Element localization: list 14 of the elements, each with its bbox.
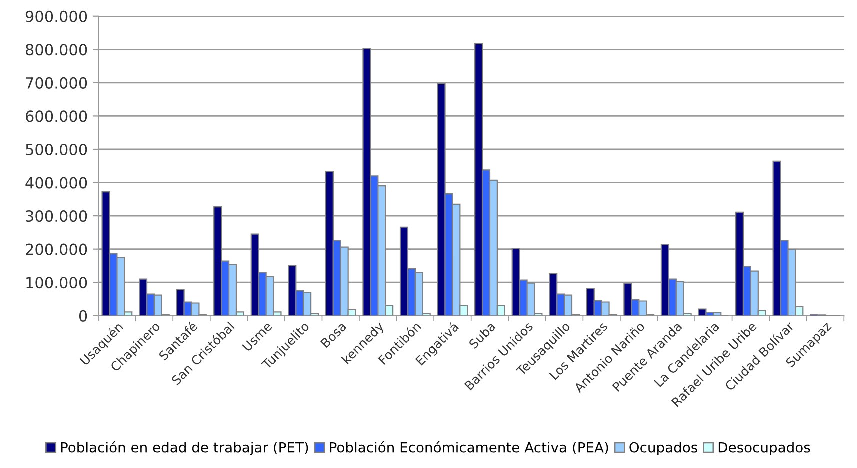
- y-tick-label: 0: [79, 310, 88, 322]
- y-tick-label: 700.000: [26, 77, 88, 89]
- y-tick-label: 200.000: [26, 244, 88, 256]
- legend-label: Población en edad de trabajar (PET): [61, 442, 308, 456]
- legend-label: Ocupados: [630, 442, 698, 456]
- legend-label: Población Económicamente Activa (PEA): [330, 442, 608, 454]
- y-tick-label: 100.000: [26, 277, 88, 289]
- y-tick-label: 300.000: [26, 210, 88, 222]
- y-tick-label: 500.000: [26, 144, 88, 156]
- legend-label: Desocupados: [718, 442, 810, 456]
- y-tick-label: 600.000: [26, 110, 88, 122]
- y-tick-label: 900.000: [26, 10, 88, 22]
- y-tick-label: 800.000: [26, 44, 88, 56]
- y-tick-label: 400.000: [26, 177, 88, 189]
